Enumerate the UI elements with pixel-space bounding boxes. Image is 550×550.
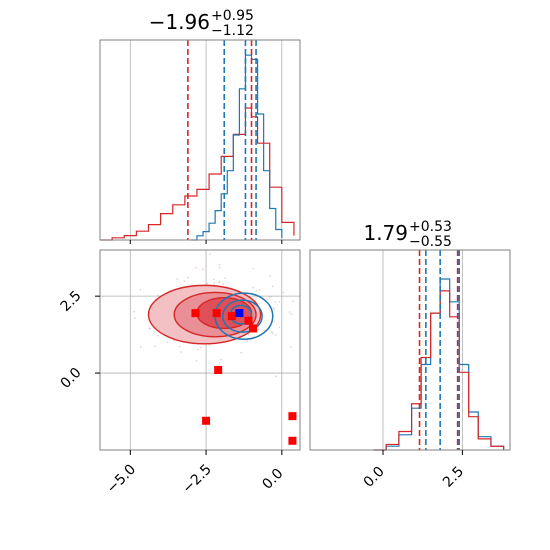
joint-ytick-label-1: 2.5	[58, 288, 85, 315]
scatter-point-127	[263, 329, 265, 332]
scatter-point-42	[139, 288, 142, 291]
scatter-point-105	[269, 275, 272, 277]
scatter-point-61	[290, 346, 292, 349]
scatter-point-77	[157, 294, 159, 297]
scatter-point-96	[197, 349, 199, 351]
scatter-point-99	[220, 358, 222, 361]
scatter-point-41	[240, 351, 242, 354]
scatter-point-62	[273, 321, 276, 323]
scatter-point-253	[255, 289, 258, 292]
scatter-point-236	[218, 263, 221, 266]
scatter-point-82	[183, 280, 186, 283]
scatter-point-194	[176, 278, 178, 281]
marginal2-xtick-label-0: 0.0	[361, 464, 388, 491]
scatter-point-1	[222, 283, 224, 285]
scatter-point-66	[219, 362, 221, 364]
scatter-point-107	[288, 311, 291, 313]
scatter-point-247	[206, 282, 209, 285]
marginal2-title-main: 1.79	[363, 221, 408, 245]
joint-red-marker-2	[227, 312, 236, 321]
scatter-point-106	[271, 285, 274, 288]
joint-blue-marker	[235, 309, 244, 318]
scatter-point-52	[290, 313, 293, 316]
scatter-point-70	[180, 351, 182, 353]
joint-red-marker-8	[288, 436, 297, 445]
joint-xtick-label-2: 0.0	[259, 466, 286, 493]
scatter-point-189	[202, 268, 204, 271]
joint-blue-contour-1	[221, 299, 263, 333]
joint-xtick-label-1: −2.5	[180, 461, 215, 496]
scatter-point-209	[282, 291, 285, 294]
scatter-point-205	[195, 360, 198, 362]
joint-red-marker-5	[214, 366, 223, 374]
scatter-point-258	[274, 301, 277, 303]
joint-red-marker-0	[191, 309, 200, 318]
scatter-point-119	[157, 335, 159, 337]
scatter-point-237	[273, 308, 275, 311]
scatter-point-192	[272, 307, 275, 309]
marginal2-red-histogram	[373, 290, 505, 451]
marginal2-title-minus: −0.55	[409, 234, 452, 250]
scatter-point-75	[199, 346, 202, 349]
scatter-point-173	[153, 330, 156, 333]
scatter-point-187	[278, 326, 281, 329]
scatter-point-163	[258, 288, 261, 291]
joint-ytick-label-0: 0.0	[58, 365, 85, 392]
scatter-point-222	[246, 339, 248, 342]
scatter-point-157	[257, 328, 260, 331]
scatter-point-21	[195, 266, 198, 269]
marginal1-title-main: −1.96	[149, 10, 210, 34]
scatter-point-97	[213, 282, 215, 285]
scatter-point-241	[148, 327, 151, 330]
scatter-point-51	[209, 253, 212, 255]
scatter-point-110	[178, 345, 181, 348]
marginal1-red-histogram	[100, 107, 295, 241]
scatter-point-69	[275, 334, 277, 336]
joint-frame	[99, 249, 301, 451]
scatter-point-58	[133, 311, 135, 313]
marginal2-frame	[309, 249, 511, 451]
scatter-point-17	[187, 276, 190, 279]
marginal2-blue-histogram	[373, 278, 505, 451]
scatter-point-213	[275, 375, 277, 378]
scatter-point-161	[224, 277, 226, 280]
joint-red-marker-7	[288, 412, 297, 421]
scatter-point-141	[247, 333, 250, 336]
scatter-point-211	[166, 341, 169, 344]
scatter-point-172	[139, 346, 142, 348]
scatter-point-43	[270, 295, 273, 298]
joint-red-marker-1	[212, 309, 221, 318]
scatter-point-212	[278, 300, 281, 303]
marginal1-title-minus: −1.12	[211, 23, 254, 39]
scatter-point-197	[153, 345, 156, 348]
joint-red-marker-6	[202, 416, 211, 425]
joint-red-marker-4	[249, 324, 258, 333]
marginal1-title-plus: +0.95	[211, 8, 254, 24]
marginal2-xtick-label-1: 2.5	[440, 464, 467, 491]
scatter-point-11	[134, 317, 136, 319]
scatter-point-174	[218, 281, 221, 283]
marginal2-title-plus: +0.53	[409, 219, 452, 235]
scatter-point-120	[268, 296, 271, 298]
scatter-point-115	[219, 266, 221, 269]
scatter-point-109	[252, 286, 254, 289]
scatter-point-144	[213, 278, 215, 281]
scatter-point-196	[292, 300, 295, 303]
marginal1-blue-histogram	[190, 54, 283, 241]
joint-xtick-label-0: −5.0	[104, 461, 139, 496]
scatter-point-220	[252, 267, 255, 270]
marginal1-frame	[99, 39, 301, 241]
scatter-point-117	[271, 331, 273, 333]
joint-red-marker-3	[244, 316, 253, 325]
scatter-point-47	[272, 332, 274, 335]
